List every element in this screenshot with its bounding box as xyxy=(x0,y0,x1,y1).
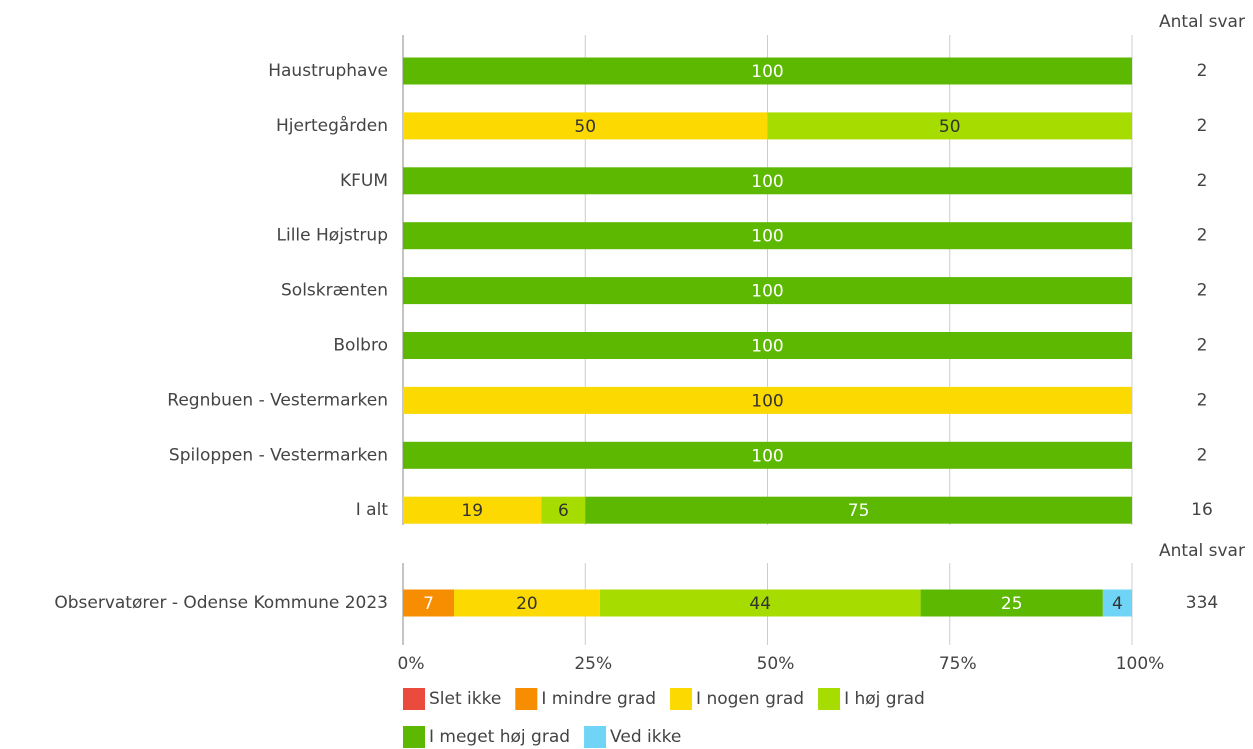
bar-segment xyxy=(1102,589,1132,617)
data-label: 100 xyxy=(751,391,783,411)
x-tick-label: 25% xyxy=(574,654,612,674)
y-tick-label: Spiloppen - Vestermarken xyxy=(169,445,388,465)
count-label: 2 xyxy=(1197,226,1208,246)
bar-segment xyxy=(403,112,768,140)
y-tick-label: I alt xyxy=(356,500,389,520)
data-label: 25 xyxy=(1001,594,1023,614)
data-label: 100 xyxy=(751,337,783,357)
y-tick-label: Lille Højstrup xyxy=(277,226,389,246)
legend-swatch xyxy=(584,726,607,748)
legend-swatch xyxy=(818,688,841,710)
y-tick-label: Regnbuen - Vestermarken xyxy=(167,390,388,410)
bar-segment xyxy=(541,496,586,524)
bar-segment xyxy=(403,496,542,524)
data-label: 19 xyxy=(461,501,483,521)
legend-label: Ved ikke xyxy=(610,727,681,747)
count-label: 2 xyxy=(1197,445,1208,465)
data-label: 20 xyxy=(516,594,538,614)
x-tick-label: 0% xyxy=(398,654,425,674)
bar-segment xyxy=(403,167,1132,195)
bar-segment xyxy=(920,589,1103,617)
count-label: 2 xyxy=(1197,116,1208,136)
y-tick-label: Hjertegården xyxy=(276,115,388,136)
x-tick-label: 100% xyxy=(1116,654,1165,674)
x-tick-label: 50% xyxy=(757,654,795,674)
legend-label: I meget høj grad xyxy=(429,727,570,747)
bar-segment xyxy=(403,222,1132,250)
data-label: 6 xyxy=(558,501,569,521)
legend-label: I nogen grad xyxy=(696,689,804,709)
bar-segment xyxy=(599,589,921,617)
bar-segment xyxy=(403,277,1132,305)
data-label: 100 xyxy=(751,282,783,302)
legend-swatch xyxy=(515,688,538,710)
legend-label: Slet ikke xyxy=(429,689,501,709)
bar-segment xyxy=(403,441,1132,469)
data-label: 44 xyxy=(749,594,771,614)
bar-segment xyxy=(454,589,600,617)
bar-segment xyxy=(403,589,455,617)
count-label: 2 xyxy=(1197,171,1208,191)
data-label: 4 xyxy=(1112,594,1123,614)
count-label: 2 xyxy=(1197,336,1208,356)
y-tick-label: Observatører - Odense Kommune 2023 xyxy=(54,593,388,613)
y-tick-label: Haustruphave xyxy=(268,61,388,81)
data-label: 7 xyxy=(423,594,434,614)
legend-swatch xyxy=(403,726,425,748)
y-tick-label: Bolbro xyxy=(333,336,388,356)
y-tick-label: KFUM xyxy=(340,171,388,191)
bar-segment xyxy=(403,57,1132,85)
count-label: 2 xyxy=(1197,281,1208,301)
count-label: 2 xyxy=(1197,61,1208,81)
count-label: 16 xyxy=(1191,500,1213,520)
counts-title: Antal svar xyxy=(1159,12,1245,32)
legend-swatch xyxy=(403,688,425,710)
counts-title: Antal svar xyxy=(1159,541,1245,561)
data-label: 100 xyxy=(751,62,783,82)
data-label: 100 xyxy=(751,172,783,192)
count-label: 334 xyxy=(1186,593,1218,613)
bar-segment xyxy=(403,386,1132,414)
count-label: 2 xyxy=(1197,390,1208,410)
x-tick-label: 75% xyxy=(939,654,977,674)
bar-segment xyxy=(403,332,1132,359)
data-label: 100 xyxy=(751,227,783,247)
data-label: 50 xyxy=(939,117,961,137)
legend-label: I mindre grad xyxy=(541,689,656,709)
data-label: 75 xyxy=(848,501,870,521)
data-label: 50 xyxy=(574,117,596,137)
y-tick-label: Solskrænten xyxy=(281,281,388,301)
legend-swatch xyxy=(670,688,693,710)
data-label: 100 xyxy=(751,446,783,466)
legend-label: I høj grad xyxy=(844,689,925,709)
bar-segment xyxy=(767,112,1132,140)
bar-segment xyxy=(585,496,1132,524)
